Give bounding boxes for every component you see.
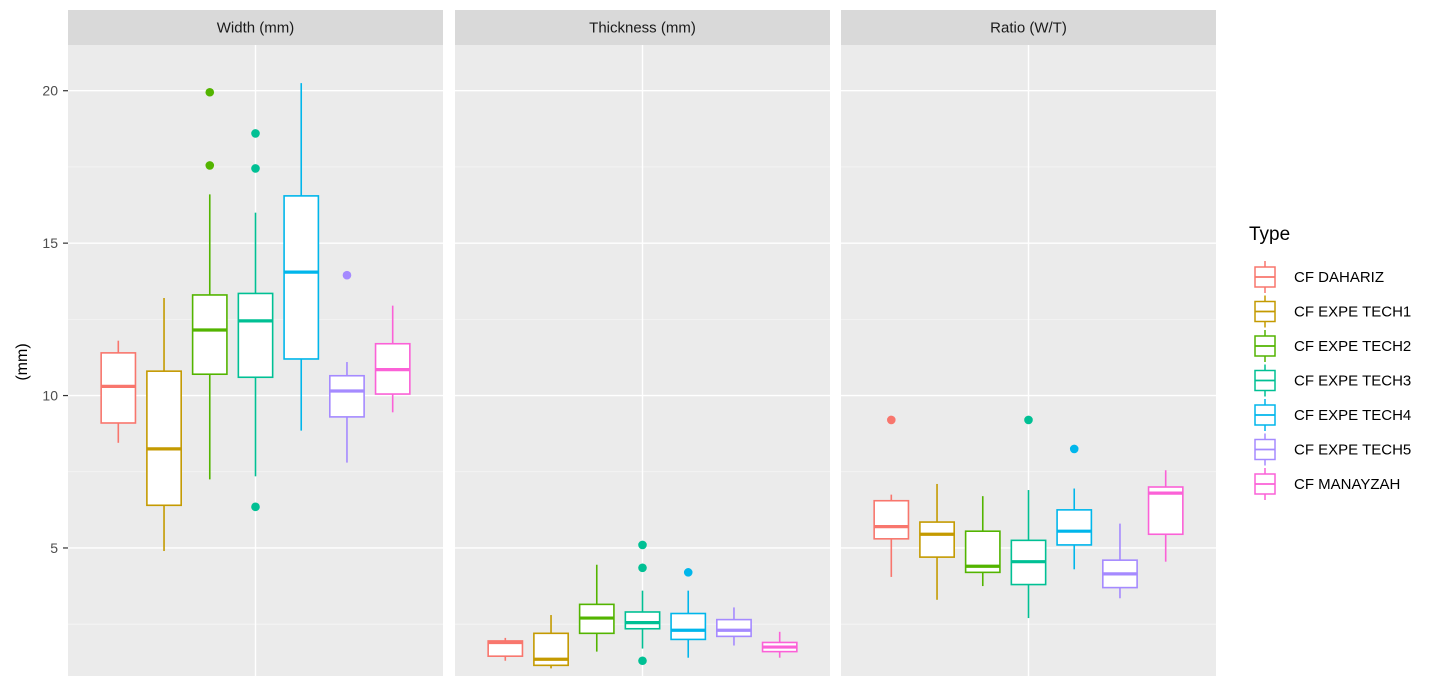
box-iqr bbox=[237, 292, 274, 379]
outlier-point bbox=[342, 270, 352, 280]
outlier-point bbox=[251, 129, 260, 138]
box bbox=[964, 496, 1001, 587]
facet-panel: Ratio (W/T) bbox=[841, 10, 1216, 676]
box-iqr bbox=[191, 294, 228, 376]
legend-item: CF EXPE TECH2 bbox=[1254, 330, 1411, 362]
legend-title: Type bbox=[1249, 224, 1290, 245]
box bbox=[237, 129, 274, 512]
legend-item: CF DAHARIZ bbox=[1254, 261, 1384, 293]
y-axis-title: (mm) bbox=[14, 343, 31, 380]
box bbox=[1102, 523, 1138, 599]
box bbox=[1056, 444, 1093, 570]
facet-strip-label: Ratio (W/T) bbox=[990, 20, 1067, 37]
box bbox=[374, 305, 411, 413]
legend-label: CF EXPE TECH4 bbox=[1294, 407, 1411, 424]
legend-item: CF EXPE TECH1 bbox=[1254, 295, 1411, 328]
y-tick-label: 20 bbox=[42, 83, 58, 99]
outlier-point bbox=[251, 164, 260, 173]
facet-strip bbox=[68, 10, 443, 45]
facet-strip-label: Thickness (mm) bbox=[589, 20, 696, 37]
legend-label: CF EXPE TECH2 bbox=[1294, 338, 1411, 355]
legend-label: CF EXPE TECH5 bbox=[1294, 442, 1411, 459]
box bbox=[146, 298, 182, 552]
box bbox=[919, 483, 955, 600]
box bbox=[873, 415, 910, 577]
box-iqr bbox=[1056, 509, 1093, 546]
outlier-point bbox=[251, 502, 260, 512]
outlier-point bbox=[683, 568, 693, 577]
legend-label: CF MANAYZAH bbox=[1294, 476, 1400, 493]
box bbox=[578, 564, 615, 652]
facet-strip-label: Width (mm) bbox=[217, 20, 295, 37]
outlier-point bbox=[1069, 444, 1079, 454]
y-tick-label: 10 bbox=[42, 388, 58, 404]
legend-label: CF EXPE TECH3 bbox=[1294, 373, 1411, 390]
box-iqr bbox=[329, 374, 365, 418]
box-iqr bbox=[1147, 486, 1184, 536]
legend-item: CF EXPE TECH3 bbox=[1254, 364, 1411, 397]
outlier-point bbox=[1024, 415, 1033, 425]
y-tick-label: 5 bbox=[50, 540, 58, 556]
box bbox=[761, 631, 798, 658]
box-iqr bbox=[716, 618, 752, 638]
outlier-point bbox=[887, 415, 896, 425]
legend-item: CF MANAYZAH bbox=[1254, 468, 1400, 500]
outlier-point bbox=[205, 161, 215, 170]
box bbox=[1010, 415, 1047, 619]
outlier-point bbox=[638, 563, 647, 573]
box-iqr bbox=[283, 195, 320, 360]
box bbox=[716, 607, 752, 646]
box-iqr bbox=[919, 521, 955, 558]
box-iqr bbox=[670, 612, 707, 641]
legend-items: CF DAHARIZ CF EXPE TECH1 CF EXPE TECH2 CF E… bbox=[1254, 261, 1411, 500]
outlier-point bbox=[205, 87, 215, 97]
box-iqr bbox=[624, 611, 661, 630]
legend-label: CF EXPE TECH1 bbox=[1294, 304, 1411, 321]
legend-item: CF EXPE TECH5 bbox=[1254, 433, 1411, 466]
legend-label: CF DAHARIZ bbox=[1294, 269, 1384, 286]
box bbox=[100, 340, 137, 443]
box-iqr bbox=[146, 370, 182, 507]
box bbox=[283, 83, 320, 431]
facet-panels: Width (mm) Thickness (mm) Ratio (W/T) bbox=[68, 10, 1216, 676]
y-axis: 5 10 15 20 bbox=[42, 83, 68, 556]
outlier-point bbox=[638, 540, 647, 550]
outlier-point bbox=[638, 656, 647, 666]
legend-item: CF EXPE TECH4 bbox=[1254, 399, 1411, 431]
box bbox=[329, 270, 365, 463]
facet-panel: Thickness (mm) bbox=[455, 10, 830, 676]
box bbox=[670, 568, 707, 658]
y-tick-label: 15 bbox=[42, 235, 58, 251]
box bbox=[533, 615, 569, 669]
box bbox=[191, 87, 228, 480]
box bbox=[624, 540, 661, 666]
box bbox=[487, 637, 524, 661]
facet-strip bbox=[455, 10, 830, 45]
facet-strip bbox=[841, 10, 1216, 45]
facet-panel: Width (mm) bbox=[68, 10, 443, 676]
box bbox=[1147, 470, 1184, 562]
box-iqr bbox=[873, 499, 910, 540]
legend: Type CF DAHARIZ CF EXPE TECH1 CF EXPE TECH… bbox=[1249, 224, 1411, 500]
